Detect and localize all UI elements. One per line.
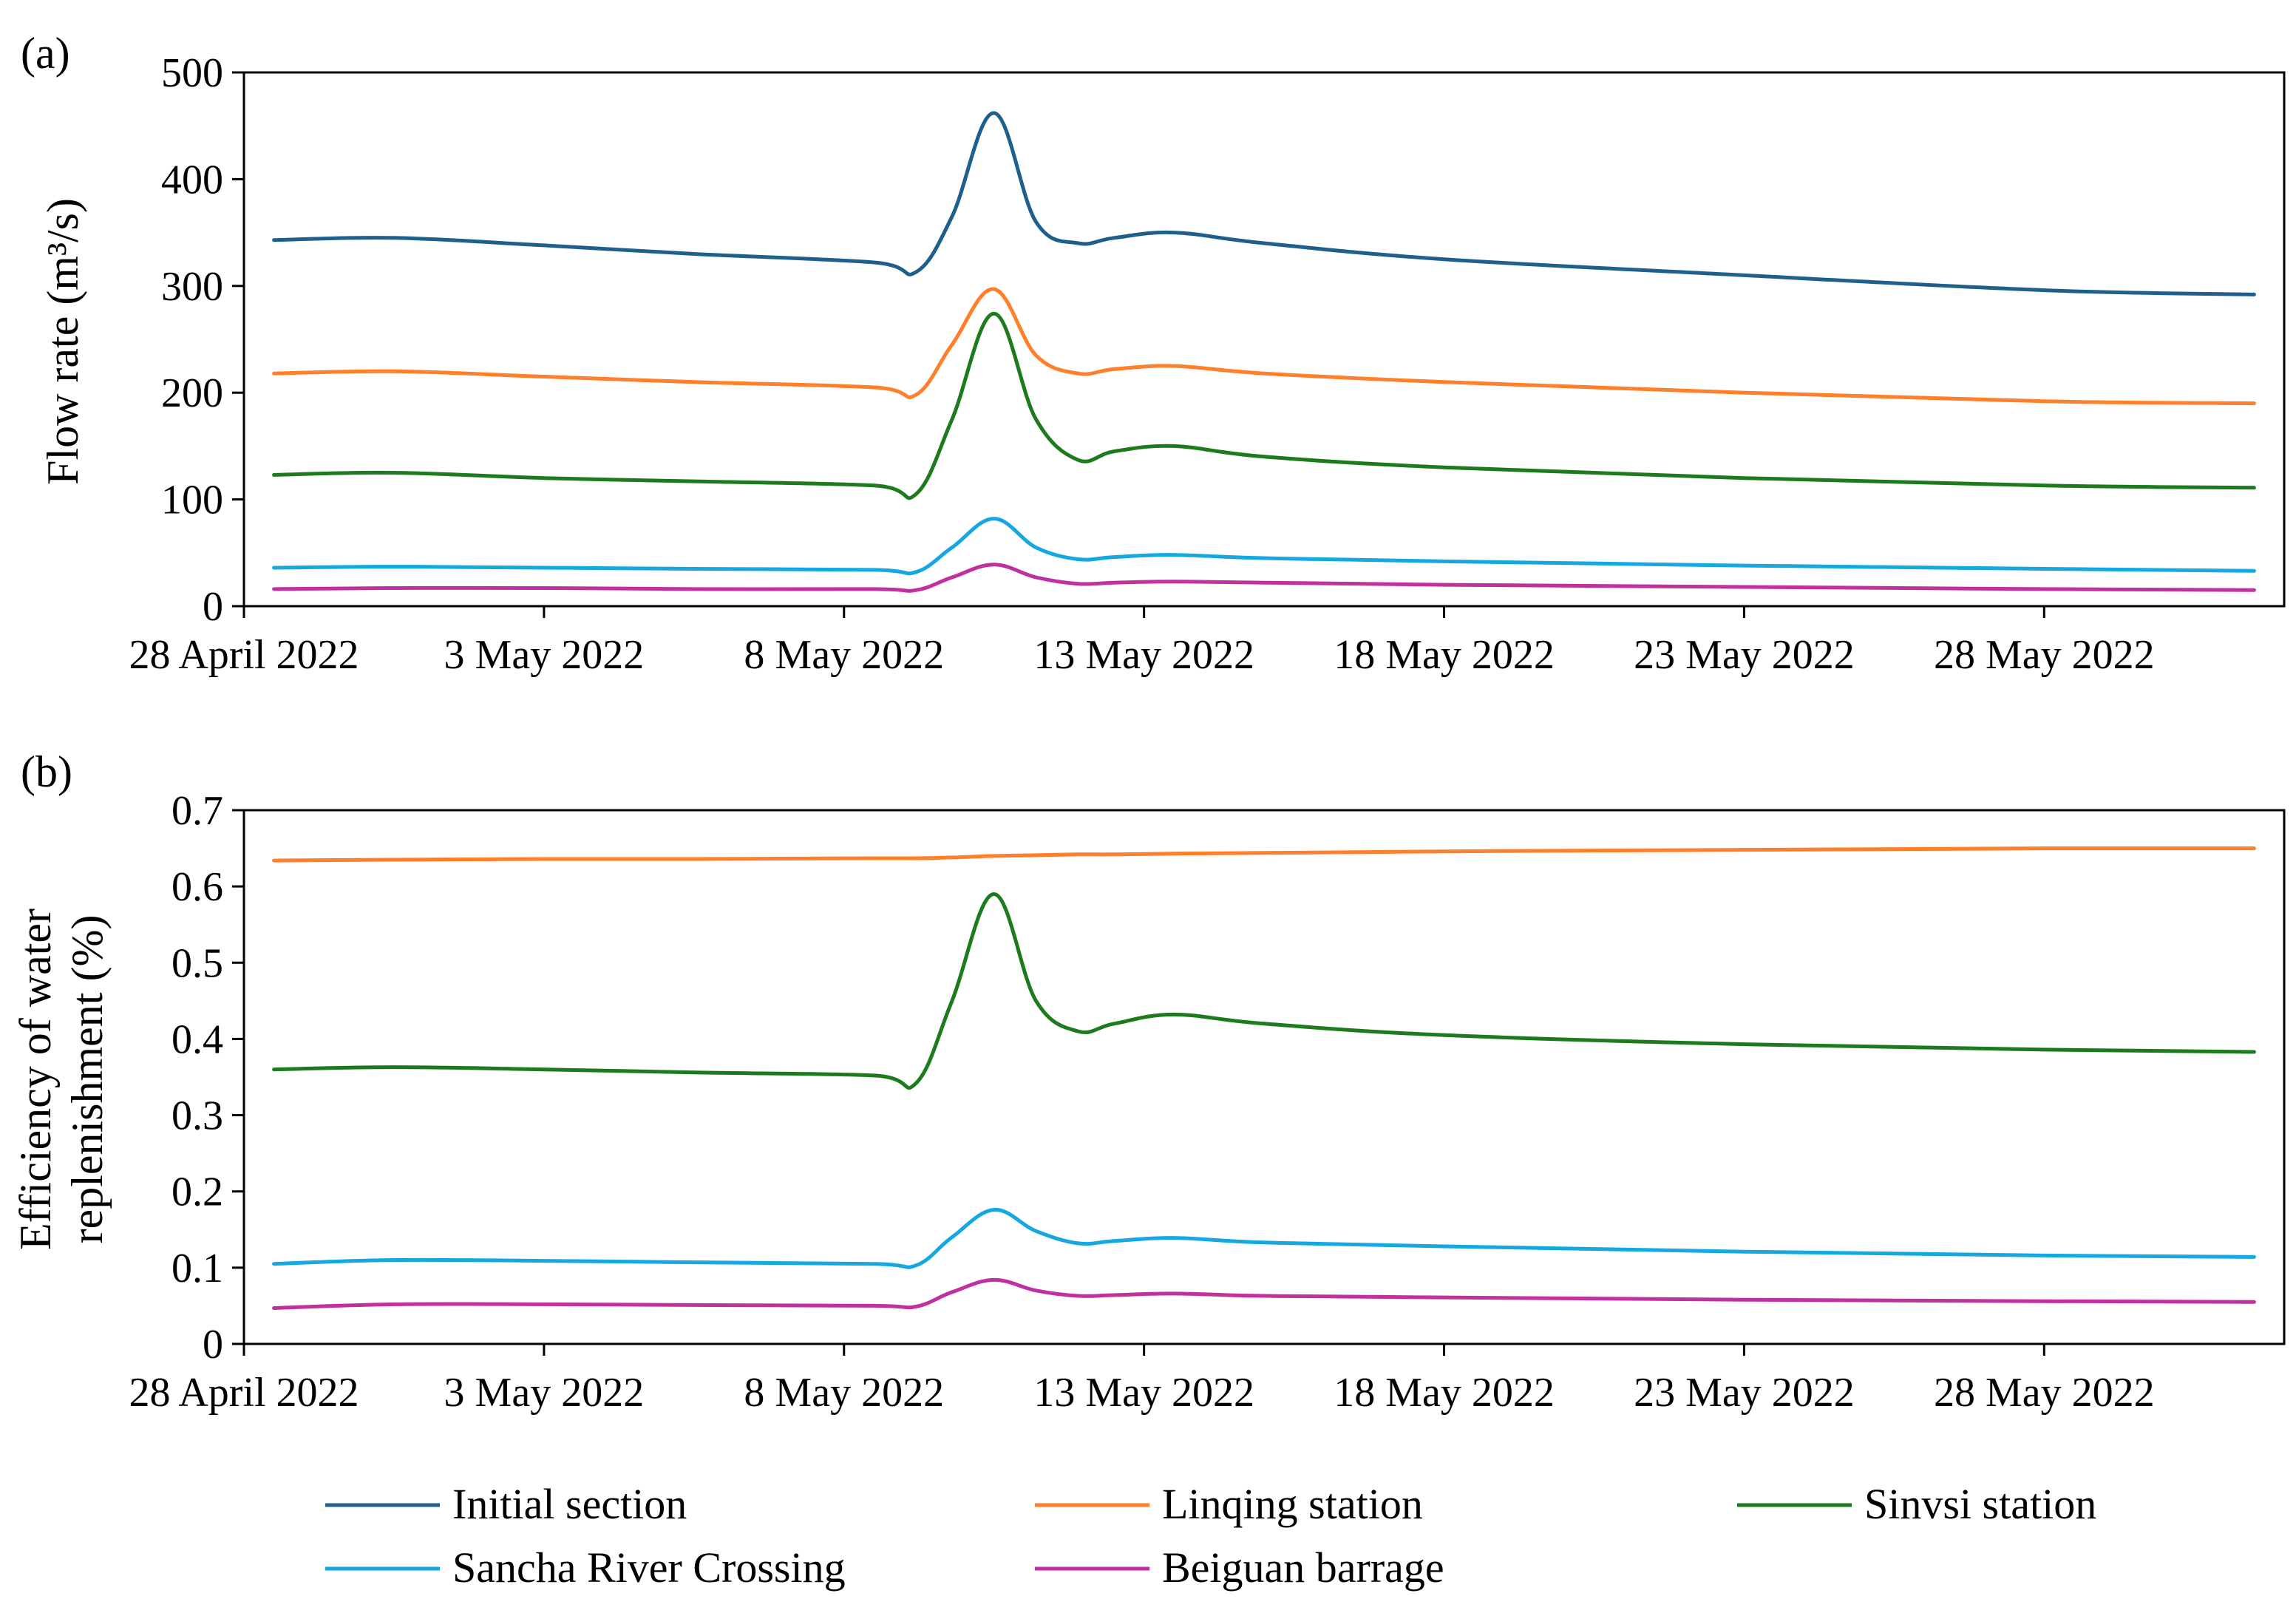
panel-b-label: (b) — [21, 747, 72, 796]
panel-b-series-linqing-station — [272, 846, 2256, 863]
panel-b-y-tick-label: 0.1 — [171, 1246, 223, 1291]
panel-b-series-sancha-river-crossing — [272, 1207, 2256, 1269]
panel-b-x-tick-label: 13 May 2022 — [1033, 1370, 1254, 1416]
panel-a-x-tick-label: 28 April 2022 — [129, 632, 359, 678]
panel-b-series — [272, 846, 2256, 1310]
panel-a-series-sancha-river-crossing — [272, 517, 2256, 576]
panel-a-flow-rate: (a) Flow rate (m³/s) 0 100 200 300 400 500 28 … — [21, 29, 2286, 678]
legend-item-beiguan-barrage: Beiguan barrage — [1035, 1544, 1444, 1592]
panel-b-y-axis-label: Efficiency of water replenishment (%) — [11, 909, 112, 1250]
panel-b-efficiency: (b) Efficiency of water replenishment (%… — [11, 747, 2286, 1416]
panel-a-axes: 0 100 200 300 400 500 28 April 2022 3 May 2022 8… — [129, 50, 2286, 678]
panel-b-y-tick-label: 0.5 — [171, 940, 223, 986]
panel-a-y-tick-label: 500 — [161, 50, 223, 96]
legend-label: Beiguan barrage — [1162, 1544, 1444, 1592]
panel-a-y-tick-label: 200 — [161, 370, 223, 416]
panel-b-y-axis-label-line-2: replenishment (%) — [63, 915, 112, 1244]
panel-b-series-beiguan-barrage — [272, 1277, 2256, 1310]
panel-a-y-tick-label: 400 — [161, 157, 223, 203]
panel-b-x-tick-label: 28 May 2022 — [1934, 1370, 2155, 1416]
panel-a-series-sinvsi-station — [272, 311, 2256, 500]
legend: Initial section Linqing station Sinvsi sta… — [325, 1480, 2096, 1592]
panel-b-x-tick-label: 23 May 2022 — [1634, 1370, 1855, 1416]
panel-b-x-tick-label: 28 April 2022 — [129, 1370, 359, 1416]
panel-a-x-tick-label: 18 May 2022 — [1334, 632, 1555, 678]
panel-b-x-tick-label: 3 May 2022 — [444, 1370, 645, 1416]
panel-b-y-tick-label: 0.2 — [171, 1169, 223, 1215]
panel-a-x-tick-label: 23 May 2022 — [1634, 632, 1855, 678]
panel-a-series-beiguan-barrage — [272, 563, 2256, 593]
panel-a-label: (a) — [21, 29, 70, 78]
panel-a-y-tick-label: 300 — [161, 264, 223, 310]
panel-a-series — [272, 111, 2256, 593]
panel-b-y-axis-label-line-1: Efficiency of water — [11, 909, 60, 1250]
legend-label: Sancha River Crossing — [452, 1544, 846, 1592]
panel-a-x-tick-label: 3 May 2022 — [444, 632, 645, 678]
panel-a-x-tick-label: 28 May 2022 — [1934, 632, 2155, 678]
panel-b-plot-frame — [242, 809, 2286, 1345]
panel-b-y-tick-label: 0.3 — [171, 1093, 223, 1139]
panel-b-y-tick-label: 0.4 — [171, 1016, 223, 1062]
panel-b-x-tick-label: 8 May 2022 — [744, 1370, 944, 1416]
panel-a-x-tick-label: 13 May 2022 — [1033, 632, 1254, 678]
panel-a-y-tick-label: 0 — [203, 584, 223, 630]
panel-b-y-tick-label: 0 — [203, 1322, 223, 1368]
panel-a-y-tick-label: 100 — [161, 478, 223, 523]
panel-a-series-linqing-station — [272, 287, 2256, 406]
legend-label: Linqing station — [1162, 1480, 1423, 1528]
panel-a-series-initial-section — [272, 111, 2256, 296]
legend-label: Sinvsi station — [1864, 1480, 2096, 1528]
legend-item-sancha-river-crossing: Sancha River Crossing — [325, 1544, 846, 1592]
legend-label: Initial section — [452, 1480, 687, 1528]
panel-a-x-tick-label: 8 May 2022 — [744, 632, 944, 678]
legend-item-linqing-station: Linqing station — [1035, 1480, 1423, 1528]
panel-b-y-tick-label: 0.7 — [171, 788, 223, 834]
legend-item-initial-section: Initial section — [325, 1480, 687, 1528]
panel-b-y-tick-label: 0.6 — [171, 864, 223, 910]
panel-b-x-tick-label: 18 May 2022 — [1334, 1370, 1555, 1416]
panel-b-axes: 0 0.1 0.2 0.3 0.4 0.5 0.6 0.7 28 April 2022 3 May… — [129, 788, 2286, 1416]
panel-a-plot-frame — [242, 71, 2286, 608]
legend-item-sinvsi-station: Sinvsi station — [1737, 1480, 2096, 1528]
panel-b-series-sinvsi-station — [272, 892, 2256, 1090]
panel-a-y-axis-label: Flow rate (m³/s) — [38, 198, 87, 485]
